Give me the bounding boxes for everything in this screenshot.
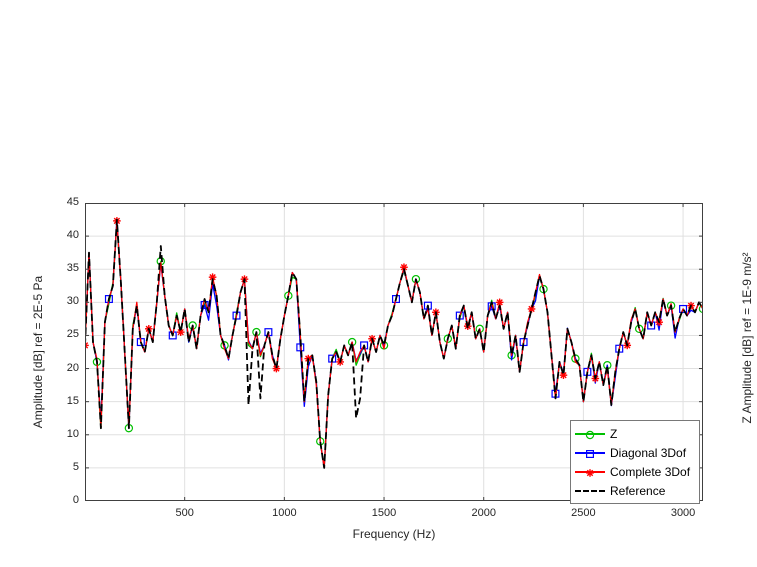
y-tick-label: 25 [66, 328, 79, 341]
y-tick-label: 0 [72, 494, 79, 506]
y-tick-label: 10 [66, 427, 79, 440]
x-tick-label: 500 [175, 507, 194, 519]
x-tick-label: 2000 [471, 507, 496, 519]
legend-swatch-z [575, 428, 605, 440]
y-tick-label: 5 [72, 460, 79, 473]
x-tick-label: 2500 [571, 507, 596, 519]
legend-label-diagonal-3dof: Diagonal 3Dof [610, 445, 687, 460]
legend-row-complete-3dof: Complete 3Dof [575, 462, 695, 481]
legend-swatch-diagonal-3dof [575, 447, 605, 459]
legend-swatch-complete-3dof [575, 466, 605, 478]
legend-label-complete-3dof: Complete 3Dof [610, 464, 691, 479]
adjacent-figure-y-axis-label: Z Amplitude [dB] ref = 1E-9 m/s² [740, 252, 754, 424]
legend-swatch-reference [575, 485, 605, 497]
legend-row-z: Z [575, 424, 695, 443]
y-tick-label: 30 [66, 295, 79, 308]
x-tick-label: 1500 [371, 507, 397, 519]
y-tick-label: 40 [66, 229, 79, 242]
y-tick-label: 20 [66, 361, 79, 374]
legend-row-diagonal-3dof: Diagonal 3Dof [575, 443, 695, 462]
y-tick-label: 15 [66, 394, 79, 407]
legend-row-reference: Reference [575, 481, 695, 500]
x-axis-label: Frequency (Hz) [352, 527, 436, 541]
legend-label-z: Z [610, 426, 618, 441]
plot-area [85, 203, 703, 501]
y-tick-label: 35 [66, 262, 79, 275]
legend: Z Diagonal 3Dof Complete 3Dof Reference [570, 420, 700, 504]
legend-label-reference: Reference [610, 483, 666, 498]
x-tick-label: 3000 [670, 507, 696, 519]
y-tick-label: 45 [66, 196, 79, 208]
x-tick-label: 1000 [272, 507, 297, 519]
